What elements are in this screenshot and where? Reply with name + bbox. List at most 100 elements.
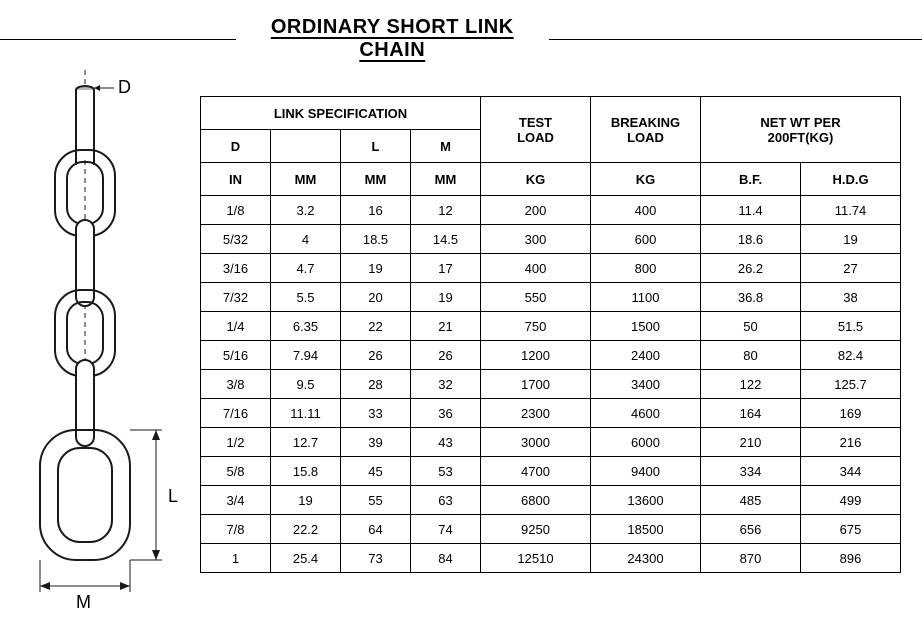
- cell-bf: 334: [701, 457, 801, 486]
- cell-d_mm: 25.4: [271, 544, 341, 573]
- hdr-unit-bf: B.F.: [701, 163, 801, 196]
- chain-diagram: D L: [0, 70, 200, 610]
- cell-hdg: 344: [801, 457, 901, 486]
- hdr-unit-mm-1: MM: [271, 163, 341, 196]
- page-root: ORDINARY SHORT LINK CHAIN D: [0, 0, 922, 618]
- table-row: 125.473841251024300870896: [201, 544, 901, 573]
- cell-d_mm: 11.11: [271, 399, 341, 428]
- cell-brk: 400: [591, 196, 701, 225]
- cell-m: 21: [411, 312, 481, 341]
- cell-m: 74: [411, 515, 481, 544]
- cell-hdg: 82.4: [801, 341, 901, 370]
- cell-hdg: 51.5: [801, 312, 901, 341]
- cell-d_in: 3/16: [201, 254, 271, 283]
- cell-bf: 656: [701, 515, 801, 544]
- spec-table: LINK SPECIFICATION TEST LOAD BREAKING LO…: [200, 96, 901, 573]
- hdr-net-wt-2: 200FT(KG): [768, 130, 834, 145]
- cell-test: 2300: [481, 399, 591, 428]
- cell-hdg: 216: [801, 428, 901, 457]
- cell-brk: 24300: [591, 544, 701, 573]
- cell-d_mm: 4.7: [271, 254, 341, 283]
- cell-brk: 18500: [591, 515, 701, 544]
- cell-m: 17: [411, 254, 481, 283]
- cell-m: 84: [411, 544, 481, 573]
- cell-d_mm: 4: [271, 225, 341, 254]
- cell-d_mm: 3.2: [271, 196, 341, 225]
- cell-bf: 80: [701, 341, 801, 370]
- cell-l: 33: [341, 399, 411, 428]
- hdr-unit-kg-1: KG: [481, 163, 591, 196]
- hdr-unit-in: IN: [201, 163, 271, 196]
- cell-test: 3000: [481, 428, 591, 457]
- table-row: 5/815.8455347009400334344: [201, 457, 901, 486]
- cell-l: 55: [341, 486, 411, 515]
- table-row: 1/46.35222175015005051.5: [201, 312, 901, 341]
- cell-l: 26: [341, 341, 411, 370]
- cell-d_in: 1: [201, 544, 271, 573]
- hdr-m: M: [411, 130, 481, 163]
- cell-brk: 3400: [591, 370, 701, 399]
- hdr-d-mm-blank: [271, 130, 341, 163]
- dim-label-m: M: [76, 592, 91, 610]
- table-row: 1/83.2161220040011.411.74: [201, 196, 901, 225]
- cell-test: 550: [481, 283, 591, 312]
- cell-d_in: 7/32: [201, 283, 271, 312]
- cell-bf: 164: [701, 399, 801, 428]
- hdr-net-wt-1: NET WT PER: [760, 115, 840, 130]
- cell-brk: 1100: [591, 283, 701, 312]
- cell-l: 64: [341, 515, 411, 544]
- cell-d_mm: 12.7: [271, 428, 341, 457]
- cell-bf: 485: [701, 486, 801, 515]
- cell-d_in: 5/32: [201, 225, 271, 254]
- cell-l: 28: [341, 370, 411, 399]
- cell-hdg: 11.74: [801, 196, 901, 225]
- cell-d_mm: 19: [271, 486, 341, 515]
- spec-table-body: 1/83.2161220040011.411.745/32418.514.530…: [201, 196, 901, 573]
- title-rule-right: [549, 39, 922, 40]
- cell-m: 32: [411, 370, 481, 399]
- cell-l: 45: [341, 457, 411, 486]
- cell-d_mm: 15.8: [271, 457, 341, 486]
- cell-test: 1700: [481, 370, 591, 399]
- cell-l: 18.5: [341, 225, 411, 254]
- hdr-breaking-load: BREAKING LOAD: [591, 97, 701, 163]
- cell-d_mm: 9.5: [271, 370, 341, 399]
- table-row: 3/4195563680013600485499: [201, 486, 901, 515]
- cell-bf: 122: [701, 370, 801, 399]
- cell-test: 1200: [481, 341, 591, 370]
- cell-bf: 50: [701, 312, 801, 341]
- cell-l: 19: [341, 254, 411, 283]
- hdr-test-load-2: LOAD: [517, 130, 554, 145]
- cell-hdg: 19: [801, 225, 901, 254]
- hdr-l: L: [341, 130, 411, 163]
- cell-test: 12510: [481, 544, 591, 573]
- cell-test: 9250: [481, 515, 591, 544]
- table-row: 7/822.26474925018500656675: [201, 515, 901, 544]
- hdr-brk-1: BREAKING: [611, 115, 680, 130]
- cell-bf: 11.4: [701, 196, 801, 225]
- cell-m: 43: [411, 428, 481, 457]
- hdr-unit-mm-3: MM: [411, 163, 481, 196]
- cell-d_in: 1/2: [201, 428, 271, 457]
- cell-d_mm: 5.5: [271, 283, 341, 312]
- cell-d_in: 3/4: [201, 486, 271, 515]
- cell-d_mm: 22.2: [271, 515, 341, 544]
- cell-brk: 600: [591, 225, 701, 254]
- table-row: 3/164.7191740080026.227: [201, 254, 901, 283]
- cell-bf: 36.8: [701, 283, 801, 312]
- cell-d_in: 5/8: [201, 457, 271, 486]
- hdr-test-load: TEST LOAD: [481, 97, 591, 163]
- cell-m: 26: [411, 341, 481, 370]
- cell-hdg: 896: [801, 544, 901, 573]
- dim-label-l: L: [168, 486, 178, 506]
- content-row: D L: [0, 70, 922, 610]
- title-rule-left: [0, 39, 236, 40]
- cell-m: 12: [411, 196, 481, 225]
- hdr-unit-kg-2: KG: [591, 163, 701, 196]
- cell-brk: 800: [591, 254, 701, 283]
- cell-test: 300: [481, 225, 591, 254]
- cell-test: 6800: [481, 486, 591, 515]
- cell-hdg: 38: [801, 283, 901, 312]
- cell-bf: 870: [701, 544, 801, 573]
- cell-d_mm: 7.94: [271, 341, 341, 370]
